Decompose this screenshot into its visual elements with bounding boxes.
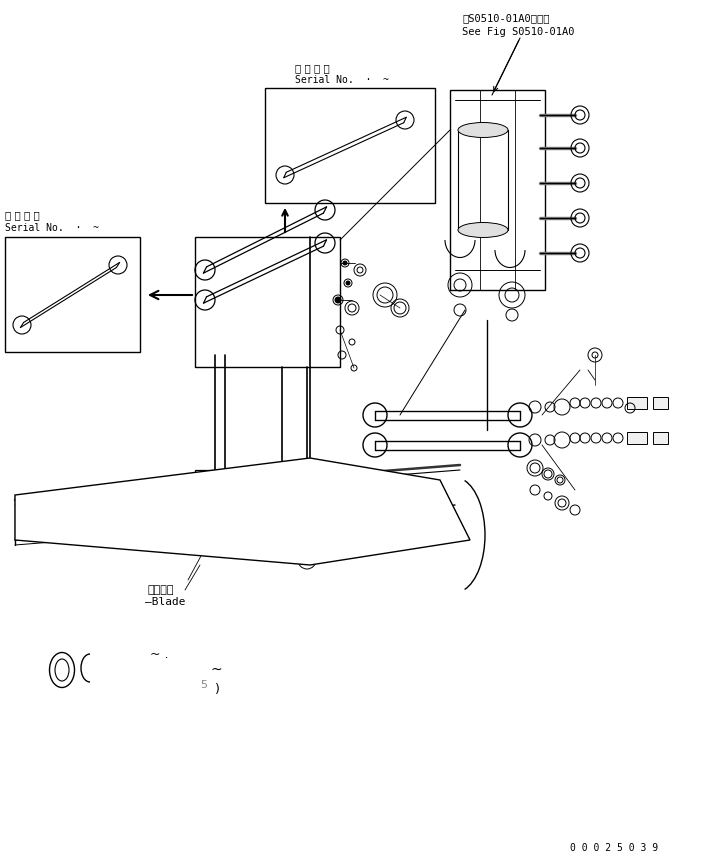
Bar [653, 432, 668, 444]
Bar [653, 397, 668, 409]
Bar [285, 520, 330, 550]
Text: ~ .: ~ . [150, 649, 168, 661]
Text: 適 用 号 機: 適 用 号 機 [5, 210, 40, 220]
Bar [195, 237, 340, 367]
Ellipse shape [458, 123, 508, 137]
Text: ~: ~ [210, 663, 222, 677]
Text: 0 0 0 2 5 0 3 9: 0 0 0 2 5 0 3 9 [570, 843, 658, 853]
Bar [5, 237, 140, 352]
Circle shape [213, 476, 217, 480]
Text: Serial No.  ·  ~: Serial No. · ~ [5, 223, 99, 233]
Circle shape [233, 473, 237, 477]
Text: 適 用 号 機: 適 用 号 機 [295, 63, 329, 73]
Polygon shape [15, 458, 470, 565]
Bar [627, 397, 647, 409]
Bar [450, 90, 545, 290]
Text: See Fig S0510-01A0: See Fig S0510-01A0 [462, 27, 575, 37]
Text: Serial No.  ·  ~: Serial No. · ~ [295, 75, 389, 85]
Bar [195, 470, 250, 488]
Ellipse shape [458, 222, 508, 237]
Text: 5: 5 [200, 680, 207, 690]
Bar [265, 88, 435, 203]
Circle shape [346, 281, 350, 285]
Circle shape [335, 297, 341, 303]
Bar [458, 130, 508, 230]
Text: 第S0510-01A0図参照: 第S0510-01A0図参照 [462, 13, 550, 23]
Bar [627, 432, 647, 444]
Text: ブレード: ブレード [148, 585, 175, 595]
Text: —Blade: —Blade [145, 597, 186, 607]
Circle shape [343, 261, 347, 265]
Circle shape [246, 470, 250, 474]
Text: ): ) [215, 684, 220, 697]
